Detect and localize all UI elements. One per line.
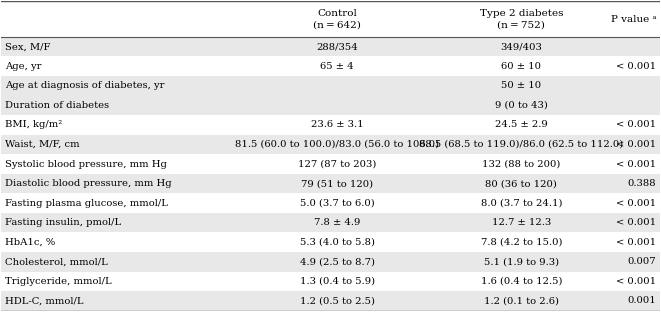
Bar (1, 174, 660, 193)
Text: P value ᵃ: P value ᵃ (611, 15, 656, 24)
Text: 1.2 (0.5 to 2.5): 1.2 (0.5 to 2.5) (299, 296, 375, 305)
Text: 5.1 (1.9 to 9.3): 5.1 (1.9 to 9.3) (484, 257, 559, 266)
Text: 132 (88 to 200): 132 (88 to 200) (482, 159, 561, 168)
Text: 1.6 (0.4 to 12.5): 1.6 (0.4 to 12.5) (481, 277, 562, 286)
Text: 80 (36 to 120): 80 (36 to 120) (485, 179, 557, 188)
Text: Age, yr: Age, yr (5, 62, 41, 71)
Text: Waist, M/F, cm: Waist, M/F, cm (5, 140, 79, 149)
Text: HbA1c, %: HbA1c, % (5, 238, 55, 247)
Text: < 0.001: < 0.001 (616, 120, 656, 129)
Text: 7.8 (4.2 to 15.0): 7.8 (4.2 to 15.0) (481, 238, 562, 247)
Text: 0.007: 0.007 (628, 257, 656, 266)
Text: 127 (87 to 203): 127 (87 to 203) (298, 159, 376, 168)
Text: Type 2 diabetes
(n = 752): Type 2 diabetes (n = 752) (480, 9, 563, 30)
Text: 9 (0 to 43): 9 (0 to 43) (495, 101, 548, 110)
Text: 349/403: 349/403 (500, 42, 542, 51)
Text: 1.3 (0.4 to 5.9): 1.3 (0.4 to 5.9) (299, 277, 375, 286)
Text: 23.6 ± 3.1: 23.6 ± 3.1 (311, 120, 364, 129)
Text: 8.0 (3.7 to 24.1): 8.0 (3.7 to 24.1) (481, 199, 562, 207)
Bar (1, 135, 660, 154)
Text: 1.2 (0.1 to 2.6): 1.2 (0.1 to 2.6) (484, 296, 559, 305)
Text: 65 ± 4: 65 ± 4 (321, 62, 354, 71)
Bar (1, 76, 660, 95)
Text: 88.5 (68.5 to 119.0)/86.0 (62.5 to 112.0): 88.5 (68.5 to 119.0)/86.0 (62.5 to 112.0… (419, 140, 623, 149)
Bar (1, 37, 660, 56)
Text: 50 ± 10: 50 ± 10 (501, 81, 541, 90)
Text: 5.0 (3.7 to 6.0): 5.0 (3.7 to 6.0) (299, 199, 375, 207)
Bar (1, 213, 660, 232)
Text: 0.388: 0.388 (628, 179, 656, 188)
Text: 0.001: 0.001 (627, 296, 656, 305)
Text: Control
(n = 642): Control (n = 642) (313, 9, 361, 30)
Text: BMI, kg/m²: BMI, kg/m² (5, 120, 62, 129)
Text: 79 (51 to 120): 79 (51 to 120) (301, 179, 373, 188)
Text: HDL-C, mmol/L: HDL-C, mmol/L (5, 296, 83, 305)
Text: Duration of diabetes: Duration of diabetes (5, 101, 109, 110)
Text: < 0.001: < 0.001 (616, 238, 656, 247)
Text: 81.5 (60.0 to 100.0)/83.0 (56.0 to 106.0): 81.5 (60.0 to 100.0)/83.0 (56.0 to 106.0… (235, 140, 439, 149)
Text: < 0.001: < 0.001 (616, 199, 656, 207)
Text: Cholesterol, mmol/L: Cholesterol, mmol/L (5, 257, 108, 266)
Text: < 0.001: < 0.001 (616, 277, 656, 286)
Text: Fasting plasma glucose, mmol/L: Fasting plasma glucose, mmol/L (5, 199, 167, 207)
Text: 60 ± 10: 60 ± 10 (502, 62, 541, 71)
Text: < 0.001: < 0.001 (616, 159, 656, 168)
Text: Sex, M/F: Sex, M/F (5, 42, 50, 51)
Text: 288/354: 288/354 (316, 42, 358, 51)
Bar (1, 95, 660, 115)
Text: 4.9 (2.5 to 8.7): 4.9 (2.5 to 8.7) (299, 257, 375, 266)
Text: Systolic blood pressure, mm Hg: Systolic blood pressure, mm Hg (5, 159, 167, 168)
Bar (1, 252, 660, 271)
Text: 7.8 ± 4.9: 7.8 ± 4.9 (314, 218, 360, 227)
Text: 12.7 ± 12.3: 12.7 ± 12.3 (492, 218, 551, 227)
Text: Age at diagnosis of diabetes, yr: Age at diagnosis of diabetes, yr (5, 81, 164, 90)
Text: < 0.001: < 0.001 (616, 218, 656, 227)
Text: < 0.001: < 0.001 (616, 62, 656, 71)
Text: Fasting insulin, pmol/L: Fasting insulin, pmol/L (5, 218, 121, 227)
Text: Triglyceride, mmol/L: Triglyceride, mmol/L (5, 277, 111, 286)
Text: Diastolic blood pressure, mm Hg: Diastolic blood pressure, mm Hg (5, 179, 171, 188)
Text: 5.3 (4.0 to 5.8): 5.3 (4.0 to 5.8) (299, 238, 375, 247)
Bar (1, 291, 660, 311)
Text: 24.5 ± 2.9: 24.5 ± 2.9 (495, 120, 548, 129)
Text: < 0.001: < 0.001 (616, 140, 656, 149)
